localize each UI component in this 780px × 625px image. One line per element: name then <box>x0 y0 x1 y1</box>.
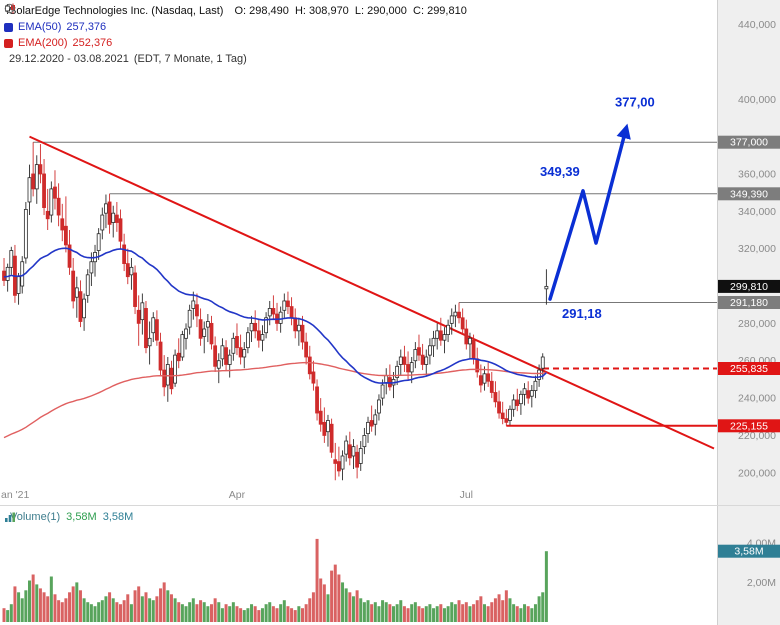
ema200-value: 252,376 <box>72 37 113 49</box>
svg-text:360,000: 360,000 <box>738 169 776 181</box>
time-axis[interactable]: an '21 Apr Jul <box>1 489 473 501</box>
svg-text:an '21: an '21 <box>1 489 29 501</box>
svg-text:440,000: 440,000 <box>738 19 776 31</box>
volume-label: Volume(1) <box>10 511 61 523</box>
price-axis[interactable]: 440,000 400,000 360,000 340,000 320,000 280,0… <box>718 19 780 479</box>
price-badge <box>718 296 780 309</box>
volume-badge <box>718 544 780 558</box>
date-range: 29.12.2020 - 03.08.2021 <box>9 53 129 65</box>
price-badge <box>718 362 780 375</box>
svg-text:3,58M: 3,58M <box>734 546 763 558</box>
annotation-label[interactable]: 377,00 <box>615 95 655 110</box>
ema50-value: 257,376 <box>66 21 107 33</box>
projection-arrow[interactable] <box>548 123 631 301</box>
ema50-chip-icon <box>4 22 13 32</box>
svg-text:299,810: 299,810 <box>730 281 768 293</box>
volume-series <box>2 538 548 622</box>
svg-text:255,835: 255,835 <box>730 363 768 375</box>
axis-strip-bg <box>718 0 780 625</box>
ema50-line[interactable] <box>3 247 547 384</box>
date-range-row: 29.12.2020 - 03.08.2021 (EDT, 7 Monate, … <box>4 3 467 67</box>
svg-text:220,000: 220,000 <box>738 430 776 442</box>
volume-value-a: 3,58M <box>66 511 97 523</box>
date-range-note: (EDT, 7 Monate, 1 Tag) <box>133 53 247 65</box>
svg-text:Jul: Jul <box>460 489 473 501</box>
price-badge <box>718 187 780 201</box>
volume-value-b: 3,58M <box>102 511 134 523</box>
svg-text:320,000: 320,000 <box>738 243 776 255</box>
ema200-chip-icon <box>4 38 13 48</box>
svg-text:240,000: 240,000 <box>738 393 776 405</box>
svg-text:349,390: 349,390 <box>730 188 768 200</box>
candlestick-series <box>2 142 549 481</box>
svg-text:200,000: 200,000 <box>738 467 776 479</box>
instrument-title: SolarEdge Technologies Inc. (Nasdaq, Las… <box>9 5 224 17</box>
chart-legend: SolarEdge Technologies Inc. (Nasdaq, Las… <box>4 3 467 67</box>
indicator-row-ema200[interactable]: EMA(200) 252,376 <box>4 35 467 51</box>
volume-legend[interactable]: Volume(1) 3,58M 3,58M <box>4 511 133 523</box>
price-badge <box>718 279 780 293</box>
ema200-label: EMA(200) <box>18 37 68 49</box>
price-badge <box>718 419 780 433</box>
ema50-label: EMA(50) <box>18 21 62 33</box>
annotation-label[interactable]: 291,18 <box>562 306 602 321</box>
svg-text:291,180: 291,180 <box>730 297 768 309</box>
downtrend-line[interactable] <box>29 135 715 450</box>
instrument-row[interactable]: SolarEdge Technologies Inc. (Nasdaq, Las… <box>4 3 467 19</box>
svg-text:400,000: 400,000 <box>738 94 776 106</box>
svg-text:280,000: 280,000 <box>738 318 776 330</box>
svg-text:2,00M: 2,00M <box>747 577 776 589</box>
indicator-row-ema50[interactable]: EMA(50) 257,376 <box>4 19 467 35</box>
svg-text:Apr: Apr <box>229 489 246 501</box>
svg-text:377,000: 377,000 <box>730 137 768 149</box>
ohlc-values: O: 298,490 H: 308,970 L: 290,000 C: 299,… <box>234 5 467 17</box>
annotation-label[interactable]: 349,39 <box>540 164 580 179</box>
level-lines[interactable] <box>33 141 717 427</box>
price-badge <box>718 135 780 149</box>
ema200-line[interactable] <box>3 361 547 439</box>
svg-text:340,000: 340,000 <box>738 206 776 218</box>
svg-text:225,155: 225,155 <box>730 420 768 432</box>
